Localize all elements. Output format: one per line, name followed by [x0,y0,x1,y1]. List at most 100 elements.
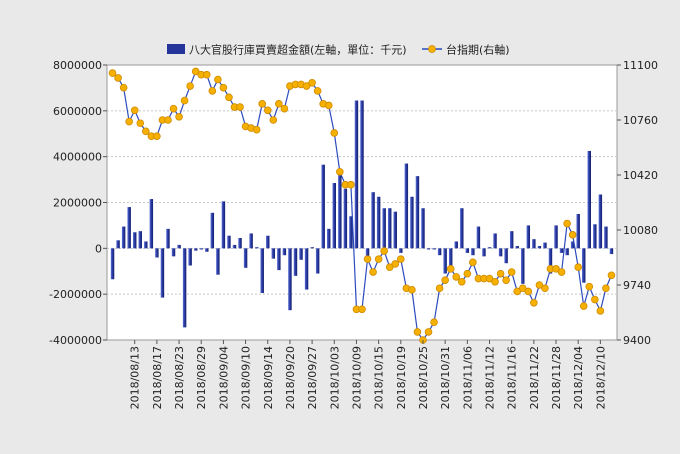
line-point [236,103,244,111]
line-point [369,268,377,276]
x-tick-label: 2018/11/22 [528,346,541,409]
bar [371,192,375,249]
bar [454,241,458,249]
bar [121,226,126,249]
line-point [430,318,438,327]
line-point [180,96,189,105]
bar [460,208,464,249]
x-tick-label: 2018/11/16 [506,346,519,409]
bar [210,212,215,249]
bar [304,248,309,290]
bar [587,150,591,249]
line-point [507,268,516,276]
bar [448,248,453,269]
line-point [214,75,222,84]
bar [498,248,503,257]
bar [554,225,558,249]
line-point [524,287,533,296]
axes: -4000000 -2000000 0 2000000 4000000 6000000 80… [49,59,658,409]
legend: 八大官股行庫買賣超金額(左軸，單位：千元) 台指期(右軸) [167,43,510,57]
bar [493,233,497,249]
bar [171,248,176,257]
bar [149,199,154,249]
bar [243,248,248,268]
x-tick-label: 2018/08/29 [195,346,208,409]
legend-line-marker [428,45,436,53]
bar [138,231,142,249]
bar [227,235,231,249]
bar [349,216,353,249]
line-point [435,284,444,293]
bar [166,228,170,249]
line-point [374,255,383,263]
bar [432,248,436,250]
x-tick-label: 2018/10/03 [328,346,341,409]
x-tick-label: 2018/08/13 [129,346,142,409]
bar [160,248,165,298]
bar [365,248,370,257]
bar [299,248,303,260]
bar [421,208,425,249]
bar [543,242,547,249]
line-point [585,282,594,291]
line-point [125,117,133,126]
line-point [563,219,571,228]
line-point [496,269,505,278]
bar [388,208,392,249]
bar [338,173,342,249]
x-tick-label: 2018/11/12 [484,346,497,409]
bar [360,100,364,249]
right-tick-label: 11100 [623,59,658,72]
x-tick-label: 2018/10/19 [395,346,408,409]
right-tick-label: 10420 [623,169,658,182]
bar [548,248,553,274]
line-point [130,106,139,115]
line-point [258,100,267,108]
line-point [169,104,178,113]
bar [598,194,603,249]
line-point [347,180,355,189]
bar [521,248,525,284]
bar [426,248,431,250]
left-tick-label: 0 [95,242,102,255]
line-point [396,255,405,263]
line-point [208,87,217,95]
line-point [280,104,289,113]
line-point [568,231,577,239]
line-point [607,271,616,280]
left-tick-label: 8000000 [53,59,102,72]
line-point [391,260,400,268]
x-tick-label: 2018/10/25 [417,346,430,409]
bar [271,248,276,259]
bar [482,248,486,257]
line-point [219,83,228,92]
legend-bar-label: 八大官股行庫買賣超金額(左軸，單位：千元) [189,43,407,57]
bar [526,225,531,249]
bar [144,241,148,249]
bar [515,246,519,249]
line-point [408,286,416,294]
line-point [385,263,394,272]
line-point [336,167,344,176]
bar [205,248,209,252]
left-tick-label: 6000000 [53,105,102,118]
bar [199,248,203,250]
bar [410,196,414,249]
grid-lines [107,110,617,295]
line-point [441,276,449,284]
bar [127,207,131,249]
bar [315,248,320,274]
bar [532,239,536,249]
line-point [518,284,527,293]
left-tick-label: -2000000 [49,288,102,301]
right-tick-label: 9400 [623,334,651,347]
line-point [574,263,582,272]
line-point [263,106,272,115]
x-tick-label: 2018/09/10 [240,346,253,409]
line-point [530,298,538,307]
bar [182,248,187,328]
x-tick-label: 2018/12/10 [594,346,607,409]
line-point [457,277,466,286]
bar [221,201,226,249]
